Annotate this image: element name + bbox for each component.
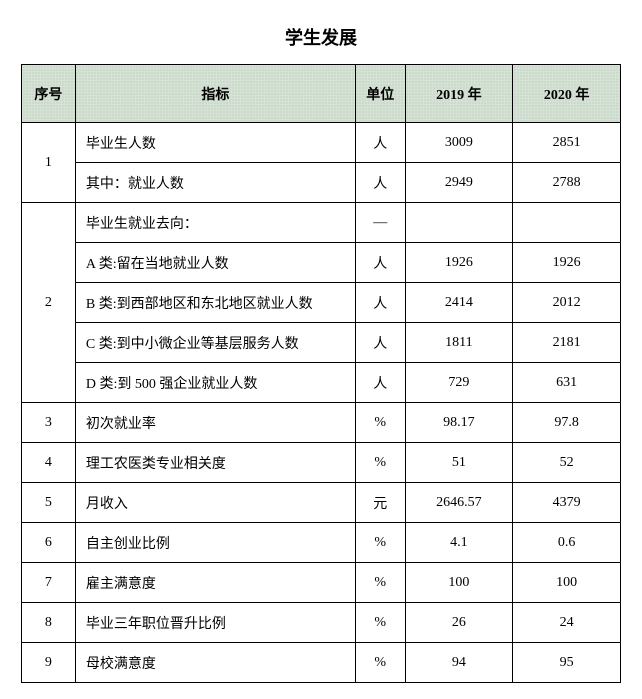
cell-unit: % [355,523,405,563]
cell-unit: — [355,203,405,243]
cell-indicator: 月收入 [75,483,355,523]
page-title: 学生发展 [16,24,626,50]
cell-2020: 2788 [513,163,621,203]
student-development-table: 序号 指标 单位 2019 年 2020 年 1毕业生人数人30092851其中… [21,64,621,683]
cell-indicator: 雇主满意度 [75,563,355,603]
cell-2020: 100 [513,563,621,603]
cell-2019: 26 [405,603,513,643]
cell-2020: 24 [513,603,621,643]
cell-2020: 52 [513,443,621,483]
cell-seq: 2 [22,203,76,403]
cell-seq: 3 [22,403,76,443]
cell-2020: 2181 [513,323,621,363]
cell-2020: 1926 [513,243,621,283]
cell-unit: % [355,563,405,603]
cell-2020: 97.8 [513,403,621,443]
cell-unit: % [355,643,405,683]
cell-unit: 人 [355,323,405,363]
table-row: B 类:到西部地区和东北地区就业人数人24142012 [22,283,621,323]
cell-2020: 4379 [513,483,621,523]
cell-2019: 100 [405,563,513,603]
cell-2020: 2012 [513,283,621,323]
cell-2020: 0.6 [513,523,621,563]
table-row: 6自主创业比例%4.10.6 [22,523,621,563]
cell-2019: 94 [405,643,513,683]
cell-2019: 2949 [405,163,513,203]
cell-seq: 7 [22,563,76,603]
table-row: A 类:留在当地就业人数人19261926 [22,243,621,283]
cell-indicator: C 类:到中小微企业等基层服务人数 [75,323,355,363]
cell-unit: 人 [355,363,405,403]
cell-2020 [513,203,621,243]
table-row: C 类:到中小微企业等基层服务人数人18112181 [22,323,621,363]
header-unit: 单位 [355,65,405,123]
table-row: 7雇主满意度%100100 [22,563,621,603]
header-year-2019: 2019 年 [405,65,513,123]
cell-2019 [405,203,513,243]
cell-2020: 631 [513,363,621,403]
cell-2019: 2414 [405,283,513,323]
cell-indicator: 毕业三年职位晋升比例 [75,603,355,643]
table-row: 4理工农医类专业相关度%5152 [22,443,621,483]
cell-unit: % [355,403,405,443]
cell-seq: 9 [22,643,76,683]
cell-2020: 95 [513,643,621,683]
cell-2019: 729 [405,363,513,403]
table-row: 3初次就业率%98.1797.8 [22,403,621,443]
cell-unit: % [355,443,405,483]
cell-seq: 1 [22,123,76,203]
header-seq: 序号 [22,65,76,123]
table-row: D 类:到 500 强企业就业人数人729631 [22,363,621,403]
table-row: 1毕业生人数人30092851 [22,123,621,163]
cell-2019: 4.1 [405,523,513,563]
cell-2019: 98.17 [405,403,513,443]
cell-2020: 2851 [513,123,621,163]
cell-unit: 元 [355,483,405,523]
table-row: 其中：就业人数人29492788 [22,163,621,203]
cell-indicator: 毕业生人数 [75,123,355,163]
cell-unit: 人 [355,123,405,163]
cell-indicator: 毕业生就业去向： [75,203,355,243]
table-row: 5月收入元2646.574379 [22,483,621,523]
cell-seq: 8 [22,603,76,643]
cell-unit: 人 [355,283,405,323]
cell-indicator: A 类:留在当地就业人数 [75,243,355,283]
cell-2019: 51 [405,443,513,483]
cell-indicator: 理工农医类专业相关度 [75,443,355,483]
cell-unit: % [355,603,405,643]
cell-indicator: 自主创业比例 [75,523,355,563]
cell-indicator: 初次就业率 [75,403,355,443]
cell-2019: 3009 [405,123,513,163]
cell-unit: 人 [355,243,405,283]
table-body: 1毕业生人数人30092851其中：就业人数人294927882毕业生就业去向：… [22,123,621,683]
table-row: 8毕业三年职位晋升比例%2624 [22,603,621,643]
table-row: 9母校满意度%9495 [22,643,621,683]
header-year-2020: 2020 年 [513,65,621,123]
table-header-row: 序号 指标 单位 2019 年 2020 年 [22,65,621,123]
cell-seq: 4 [22,443,76,483]
cell-2019: 1926 [405,243,513,283]
cell-indicator: 母校满意度 [75,643,355,683]
cell-2019: 2646.57 [405,483,513,523]
cell-seq: 5 [22,483,76,523]
table-row: 2毕业生就业去向：— [22,203,621,243]
header-indicator: 指标 [75,65,355,123]
cell-unit: 人 [355,163,405,203]
cell-seq: 6 [22,523,76,563]
cell-indicator: D 类:到 500 强企业就业人数 [75,363,355,403]
cell-2019: 1811 [405,323,513,363]
cell-indicator: 其中：就业人数 [75,163,355,203]
cell-indicator: B 类:到西部地区和东北地区就业人数 [75,283,355,323]
